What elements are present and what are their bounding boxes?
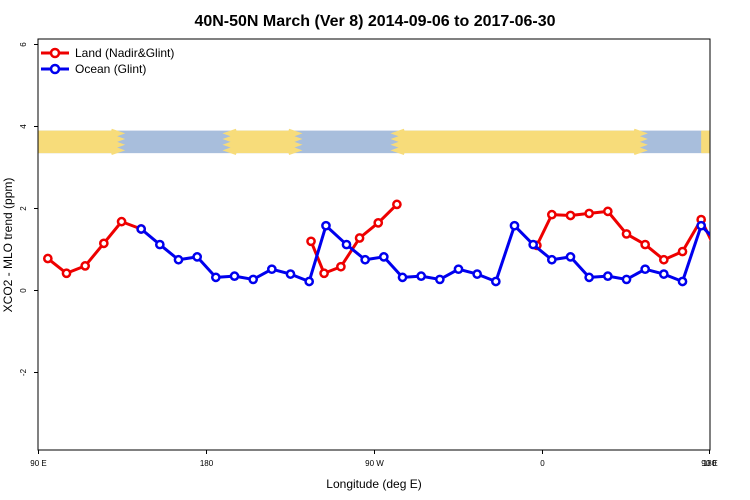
data-point [546, 254, 557, 265]
data-point [229, 271, 240, 281]
data-point [602, 206, 613, 217]
data-point [210, 272, 221, 283]
data-point [584, 208, 595, 219]
y-tick-label: 4 [19, 124, 28, 129]
x-tick-label: 180 [703, 459, 717, 468]
x-axis-label: Longitude (deg E) [326, 477, 421, 491]
data-point [509, 220, 520, 231]
data-point [453, 264, 464, 275]
data-point [321, 220, 331, 231]
series-1 [136, 220, 742, 287]
data-point [304, 276, 315, 287]
data-point [640, 239, 651, 250]
world-map-band [38, 128, 711, 156]
data-point [677, 246, 688, 257]
legend-marker [49, 47, 61, 59]
legend-label: Land (Nadir&Glint) [75, 46, 174, 60]
data-point [306, 236, 316, 247]
data-point [378, 252, 389, 262]
data-point [80, 261, 91, 271]
data-point [173, 254, 184, 265]
map-coast [627, 128, 648, 156]
data-point [735, 270, 742, 277]
data-point [472, 269, 483, 279]
data-point [565, 252, 576, 262]
y-tick-label: 2 [19, 206, 28, 211]
data-point [192, 252, 203, 262]
data-point [136, 224, 147, 234]
data-point [266, 264, 277, 275]
y-axis: -2 0 2 4 6 [19, 42, 38, 376]
data-point [248, 274, 259, 285]
legend-label: Ocean (Glint) [75, 62, 146, 76]
data-point [61, 268, 72, 279]
data-point [621, 274, 632, 285]
data-point [735, 256, 742, 263]
data-point [116, 216, 127, 227]
data-point [621, 229, 632, 239]
data-point [696, 220, 707, 231]
data-point [392, 199, 402, 210]
x-tick-label: 90 W [365, 459, 384, 468]
map-coast [390, 128, 411, 156]
x-tick-label: 0 [540, 459, 545, 468]
data-point [602, 271, 613, 281]
series-line-0-0 [46, 220, 142, 275]
x-tick-label: 90 E [701, 459, 717, 468]
data-point [154, 239, 165, 250]
map-coast [222, 128, 243, 156]
data-point [360, 254, 371, 265]
data-point [354, 233, 365, 243]
x-tick-label: 180 [200, 459, 214, 468]
data-point [490, 276, 501, 287]
data-point [677, 276, 688, 287]
data-point [640, 264, 651, 275]
map-land [38, 130, 114, 154]
map-land [402, 130, 636, 154]
y-tick-label: 0 [19, 288, 28, 293]
x-tick-label: 90 E [30, 459, 46, 468]
map-land [701, 130, 711, 154]
data-point [373, 218, 384, 228]
map-land [234, 130, 291, 154]
chart-title: 40N-50N March (Ver 8) 2014-09-06 to 2017… [194, 13, 555, 30]
data-point [434, 274, 445, 285]
series-0 [42, 199, 742, 279]
data-point [336, 261, 346, 272]
data-point [658, 254, 669, 265]
series-line-0-2 [535, 209, 710, 262]
map-coast [282, 128, 303, 156]
data-point [98, 238, 109, 249]
y-tick-label: 6 [19, 42, 28, 47]
data-point [528, 239, 539, 250]
data-point [546, 209, 557, 220]
data-point [565, 210, 576, 221]
data-point [285, 269, 296, 279]
series-layer [42, 199, 742, 287]
legend-marker [49, 63, 61, 75]
data-point [716, 255, 723, 262]
plot-frame [37, 38, 711, 451]
data-point [416, 271, 427, 281]
data-point [319, 268, 329, 279]
series-line-0-1 [309, 203, 398, 275]
legend: Land (Nadir&Glint) Ocean (Glint) [41, 46, 174, 76]
data-point [341, 239, 352, 250]
map-coast [105, 128, 126, 156]
data-point [584, 272, 595, 283]
data-point [716, 241, 723, 248]
y-tick-label: -2 [19, 368, 28, 376]
data-point [42, 253, 53, 264]
data-point [658, 269, 669, 279]
data-point [397, 272, 408, 283]
y-axis-label: XCO2 - MLO trend (ppm) [1, 178, 15, 313]
